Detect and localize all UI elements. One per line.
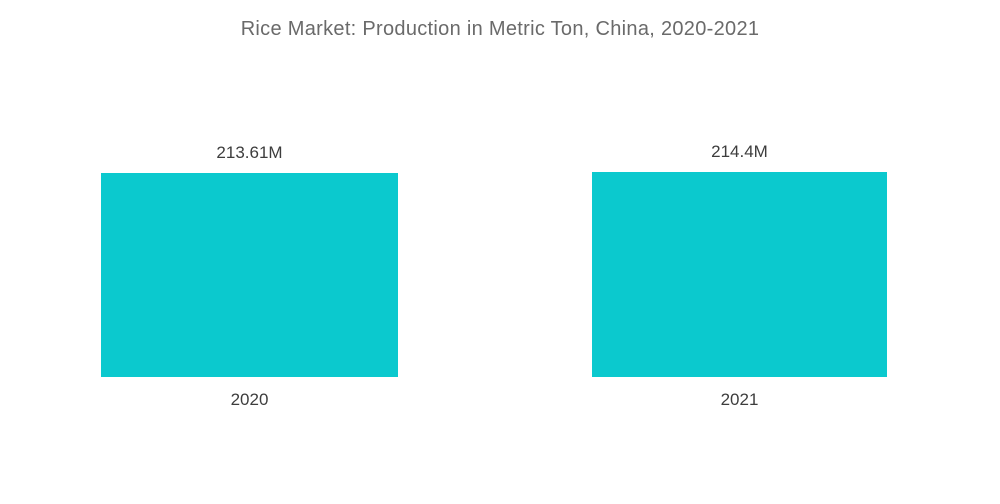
chart-title: Rice Market: Production in Metric Ton, C… — [240, 18, 760, 40]
bar-2020 — [101, 173, 398, 377]
bar-group-2021: 214.4M 2021 — [592, 142, 887, 410]
category-label-2020: 2020 — [230, 390, 269, 409]
bar-2021 — [592, 172, 887, 377]
category-label-2021: 2021 — [720, 390, 759, 409]
value-label-2020: 213.61M — [216, 143, 283, 162]
bar-group-2020: 213.61M 2020 — [101, 143, 398, 410]
value-label-2021: 214.4M — [711, 142, 768, 161]
